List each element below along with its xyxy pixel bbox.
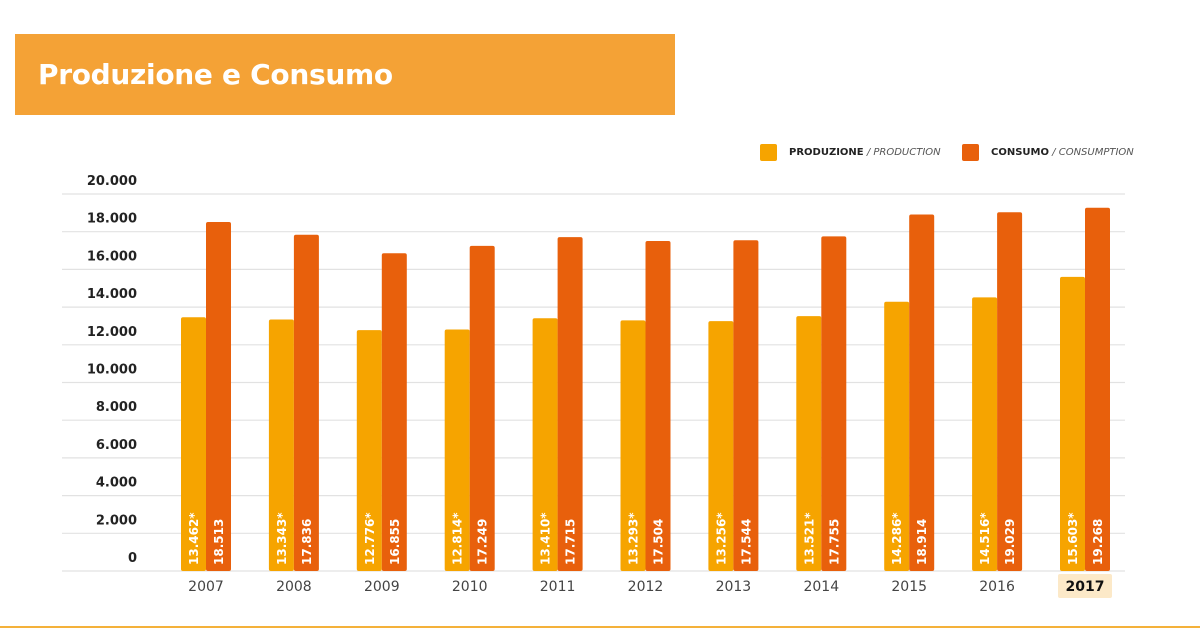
title-banner: Produzione e Consumo: [15, 34, 675, 115]
data-label: 17.249: [476, 519, 490, 565]
page-title: Produzione e Consumo: [38, 58, 393, 91]
legend-item-consumption: CONSUMO / CONSUMPTION: [962, 144, 1134, 161]
data-label: 12.776*: [363, 512, 377, 565]
legend-swatch-consumption: [962, 144, 979, 161]
data-label: 12.814*: [451, 512, 465, 565]
data-label: 13.410*: [539, 512, 553, 565]
data-label: 19.268: [1091, 519, 1105, 565]
y-tick-label: 0: [128, 551, 137, 566]
y-tick-label: 6.000: [96, 438, 137, 453]
x-tick-label: 2008: [276, 579, 312, 595]
bar-production: [181, 317, 206, 571]
bar-production: [1060, 276, 1085, 571]
data-label: 17.755: [827, 519, 841, 565]
x-tick-label: 2007: [188, 579, 224, 595]
data-label: 15.603*: [1066, 512, 1080, 565]
x-tick-label: 2017: [1066, 579, 1105, 595]
y-tick-label: 16.000: [87, 249, 137, 264]
bar-production: [796, 316, 822, 571]
bottom-divider: [0, 626, 1200, 628]
bar-production: [620, 320, 646, 571]
x-tick-label: 2012: [628, 579, 664, 595]
legend-label-production-en: / PRODUCTION: [866, 147, 941, 158]
y-tick-label: 14.000: [87, 287, 137, 302]
y-tick-label: 2.000: [96, 513, 137, 528]
x-tick-label: 2013: [716, 579, 752, 595]
legend-swatch-production: [760, 144, 777, 161]
bar-production: [268, 319, 294, 571]
bar-consumption: [206, 222, 231, 571]
bar-production: [444, 329, 470, 571]
y-tick-label: 8.000: [96, 400, 137, 415]
data-label: 14.286*: [890, 512, 904, 565]
x-tick-label: 2010: [452, 579, 488, 595]
data-label: 13.293*: [627, 512, 641, 565]
bar-consumption: [293, 234, 319, 572]
x-tick-label: 2011: [540, 579, 576, 595]
data-label: 17.836: [300, 519, 314, 565]
legend-label-production: PRODUZIONE: [789, 147, 864, 158]
legend-label-consumption: CONSUMO: [991, 147, 1049, 158]
data-label: 13.462*: [187, 512, 201, 565]
y-tick-label: 10.000: [87, 363, 137, 378]
data-label: 13.256*: [714, 512, 728, 565]
data-label: 16.855: [388, 519, 402, 565]
y-tick-label: 18.000: [87, 212, 137, 227]
y-tick-label: 4.000: [96, 476, 137, 491]
bar-production: [708, 321, 734, 571]
data-label: 13.343*: [275, 512, 289, 565]
bar-consumption: [821, 236, 847, 572]
x-tick-label: 2015: [891, 579, 927, 595]
bar-consumption: [733, 240, 759, 571]
bar-production: [532, 318, 558, 571]
bar-consumption: [557, 237, 583, 571]
data-label: 13.521*: [802, 512, 816, 565]
bar-consumption: [645, 241, 671, 571]
legend-item-production: PRODUZIONE / PRODUCTION: [760, 144, 941, 161]
bar-consumption: [381, 253, 407, 571]
x-tick-label: 2016: [979, 579, 1015, 595]
x-tick-label: 2014: [803, 579, 839, 595]
bar-production: [972, 297, 998, 571]
bar-consumption: [1085, 207, 1110, 571]
data-label: 14.516*: [978, 512, 992, 565]
data-label: 18.914: [915, 519, 929, 565]
data-label: 19.029: [1003, 519, 1017, 565]
y-tick-label: 12.000: [87, 325, 137, 340]
bar-production: [356, 330, 382, 571]
data-label: 17.715: [564, 519, 578, 565]
bar-production: [884, 301, 910, 571]
bar-consumption: [997, 212, 1023, 571]
y-tick-label: 20.000: [87, 174, 137, 189]
data-label: 17.504: [652, 519, 666, 565]
highlight-box: [1058, 574, 1112, 598]
bar-consumption: [909, 214, 935, 571]
bar-consumption: [469, 245, 495, 571]
data-label: 18.513: [212, 519, 226, 565]
data-label: 17.544: [739, 519, 753, 565]
legend-label-consumption-en: / CONSUMPTION: [1052, 147, 1134, 158]
x-tick-label: 2009: [364, 579, 400, 595]
